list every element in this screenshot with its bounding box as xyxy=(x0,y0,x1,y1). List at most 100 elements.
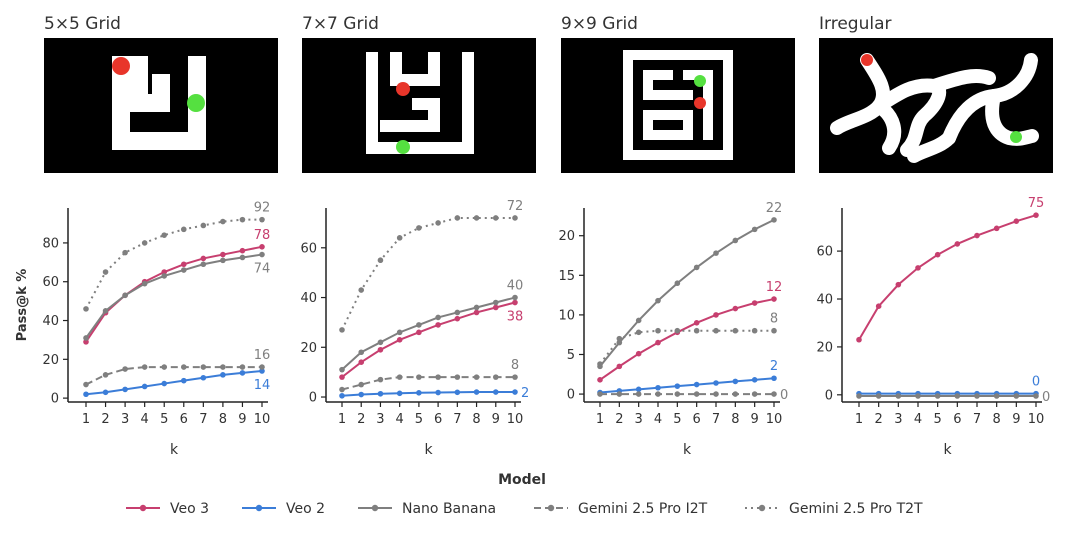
data-point xyxy=(396,337,403,343)
data-point xyxy=(693,264,700,271)
data-point xyxy=(141,383,148,390)
data-point xyxy=(616,363,623,370)
x-tick-label: 1 xyxy=(82,412,90,427)
end-value-label: 40 xyxy=(507,279,524,294)
y-tick-label: 20 xyxy=(42,353,59,368)
data-point xyxy=(339,366,345,373)
series-line-gemini-dashed xyxy=(341,376,515,391)
end-value-label: 2 xyxy=(770,359,778,374)
data-point xyxy=(771,296,777,302)
y-tick-label: 60 xyxy=(300,241,317,256)
data-point xyxy=(83,306,89,312)
end-value-label: 8 xyxy=(770,312,778,327)
data-point xyxy=(141,240,148,246)
data-point xyxy=(141,280,148,287)
data-point xyxy=(616,335,623,342)
x-tick-label: 2 xyxy=(875,412,883,427)
data-point xyxy=(512,215,518,221)
maze-5x5-image xyxy=(44,38,278,173)
data-point xyxy=(974,232,980,239)
x-tick-label: 5 xyxy=(934,412,942,427)
x-tick-label: 5 xyxy=(673,412,681,427)
data-point xyxy=(180,226,187,233)
data-point xyxy=(713,312,719,318)
x-tick-label: 5 xyxy=(415,412,423,427)
series-line-gemini-dotted xyxy=(85,218,262,310)
data-point xyxy=(674,391,681,397)
data-point xyxy=(259,251,265,258)
legend-label: Veo 3 xyxy=(170,501,209,517)
legend-item-0: Veo 3 xyxy=(126,501,209,517)
data-point xyxy=(473,304,480,311)
y-tick-label: 40 xyxy=(816,293,833,308)
data-point xyxy=(895,281,902,288)
series-line-nano-solid xyxy=(85,253,263,339)
data-point xyxy=(875,393,882,399)
data-point xyxy=(1013,218,1020,224)
data-point xyxy=(934,251,941,258)
legend-label: Gemini 2.5 Pro T2T xyxy=(789,501,923,517)
legend-label: Gemini 2.5 Pro I2T xyxy=(578,501,708,517)
data-point xyxy=(339,386,345,393)
data-point xyxy=(771,217,777,223)
data-point xyxy=(751,300,758,306)
x-tick-label: 8 xyxy=(993,412,1001,427)
data-point xyxy=(473,309,480,316)
series-line-veo2-solid xyxy=(599,377,775,394)
data-point xyxy=(180,377,187,384)
x-tick-label: 10 xyxy=(507,412,524,427)
data-point xyxy=(492,304,499,311)
legend-marker xyxy=(371,504,379,512)
data-point xyxy=(473,389,480,395)
data-point xyxy=(83,335,89,341)
data-point xyxy=(435,389,441,396)
x-axis-label: k xyxy=(424,442,433,458)
data-point xyxy=(122,249,128,256)
data-point xyxy=(358,391,365,398)
data-point xyxy=(200,261,207,268)
x-tick-label: 4 xyxy=(654,412,662,427)
x-tick-label: 5 xyxy=(160,412,168,427)
data-point xyxy=(954,393,961,399)
legend-marker xyxy=(139,504,147,512)
data-point xyxy=(635,350,642,357)
data-point xyxy=(416,329,422,336)
data-point xyxy=(751,391,758,397)
data-point xyxy=(674,280,681,287)
maze-9x9-image xyxy=(561,38,795,173)
x-tick-label: 7 xyxy=(453,412,461,427)
x-tick-label: 7 xyxy=(973,412,981,427)
data-point xyxy=(200,374,207,381)
y-tick-label: 20 xyxy=(816,340,833,355)
data-point xyxy=(259,368,265,374)
data-point xyxy=(83,391,89,398)
maze-7x7-start-marker xyxy=(396,82,410,96)
end-value-label: 22 xyxy=(766,201,783,216)
data-point xyxy=(751,377,758,383)
data-point xyxy=(993,393,1000,399)
maze-5x5-goal-marker xyxy=(187,94,205,112)
legend-title: Model xyxy=(498,472,546,488)
data-point xyxy=(454,215,461,221)
data-point xyxy=(492,215,499,221)
data-point xyxy=(693,327,700,334)
data-point xyxy=(934,393,941,399)
data-point xyxy=(416,322,422,328)
data-point xyxy=(492,299,499,306)
panel-title-irregular: Irregular xyxy=(819,14,892,34)
data-point xyxy=(732,237,739,244)
data-point xyxy=(200,364,207,370)
data-point xyxy=(492,374,499,380)
x-tick-label: 3 xyxy=(121,412,129,427)
data-point xyxy=(771,375,777,382)
data-point xyxy=(239,216,246,223)
x-tick-label: 10 xyxy=(254,412,271,427)
end-value-label: 8 xyxy=(511,358,519,373)
y-tick-label: 5 xyxy=(567,348,575,363)
end-value-label: 16 xyxy=(254,348,271,363)
data-point xyxy=(512,294,518,301)
